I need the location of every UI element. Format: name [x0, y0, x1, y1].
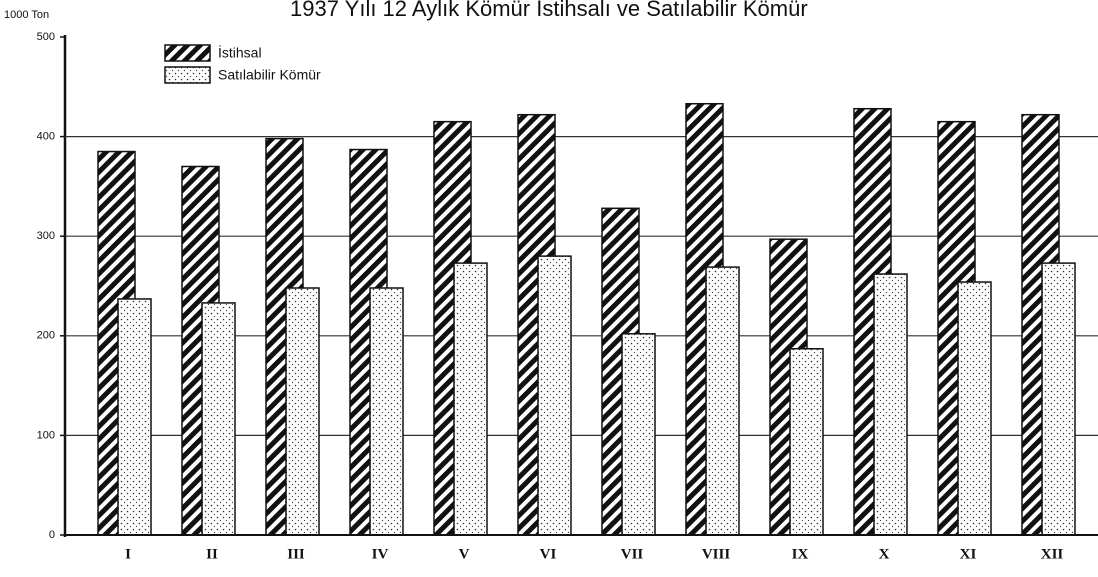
x-tick-label: VII: [621, 546, 644, 562]
y-tick-label: 500: [37, 31, 55, 43]
y-axis-label: 1000 Ton: [4, 9, 49, 21]
y-tick-label: 0: [49, 529, 55, 541]
bar: [789, 347, 824, 536]
x-tick-label: II: [206, 546, 218, 562]
x-tick-label: VIII: [702, 546, 731, 562]
x-tick-label: I: [125, 546, 131, 562]
y-tick-label: 200: [37, 330, 55, 342]
legend-swatch: [164, 44, 211, 62]
bar: [957, 281, 992, 536]
legend-swatch: [164, 66, 211, 84]
bar: [621, 333, 656, 536]
legend-label: İstihsal: [218, 44, 262, 61]
bar: [285, 287, 320, 536]
y-tick-label: 300: [37, 230, 55, 242]
y-tick-label: 400: [37, 131, 55, 143]
x-tick-label: IV: [372, 546, 389, 562]
bar: [705, 266, 740, 536]
y-tick-label: 100: [37, 429, 55, 441]
bar: [117, 298, 152, 536]
legend-label: Satılabilir Kömür: [218, 67, 321, 83]
bar: [201, 302, 236, 536]
x-tick-label: VI: [540, 546, 557, 562]
x-tick-label: III: [287, 546, 305, 562]
bar: [537, 255, 572, 536]
bar: [453, 262, 488, 536]
x-tick-label: V: [459, 546, 470, 562]
bar: [873, 273, 908, 536]
chart-title: 1937 Yılı 12 Aylık Kömür İstihsalı ve Sa…: [290, 0, 808, 21]
x-tick-label: XII: [1041, 546, 1064, 562]
x-tick-label: X: [879, 546, 890, 562]
bar: [1041, 262, 1076, 536]
x-tick-label: IX: [792, 546, 809, 562]
bar: [369, 287, 404, 536]
x-tick-label: XI: [960, 546, 977, 562]
